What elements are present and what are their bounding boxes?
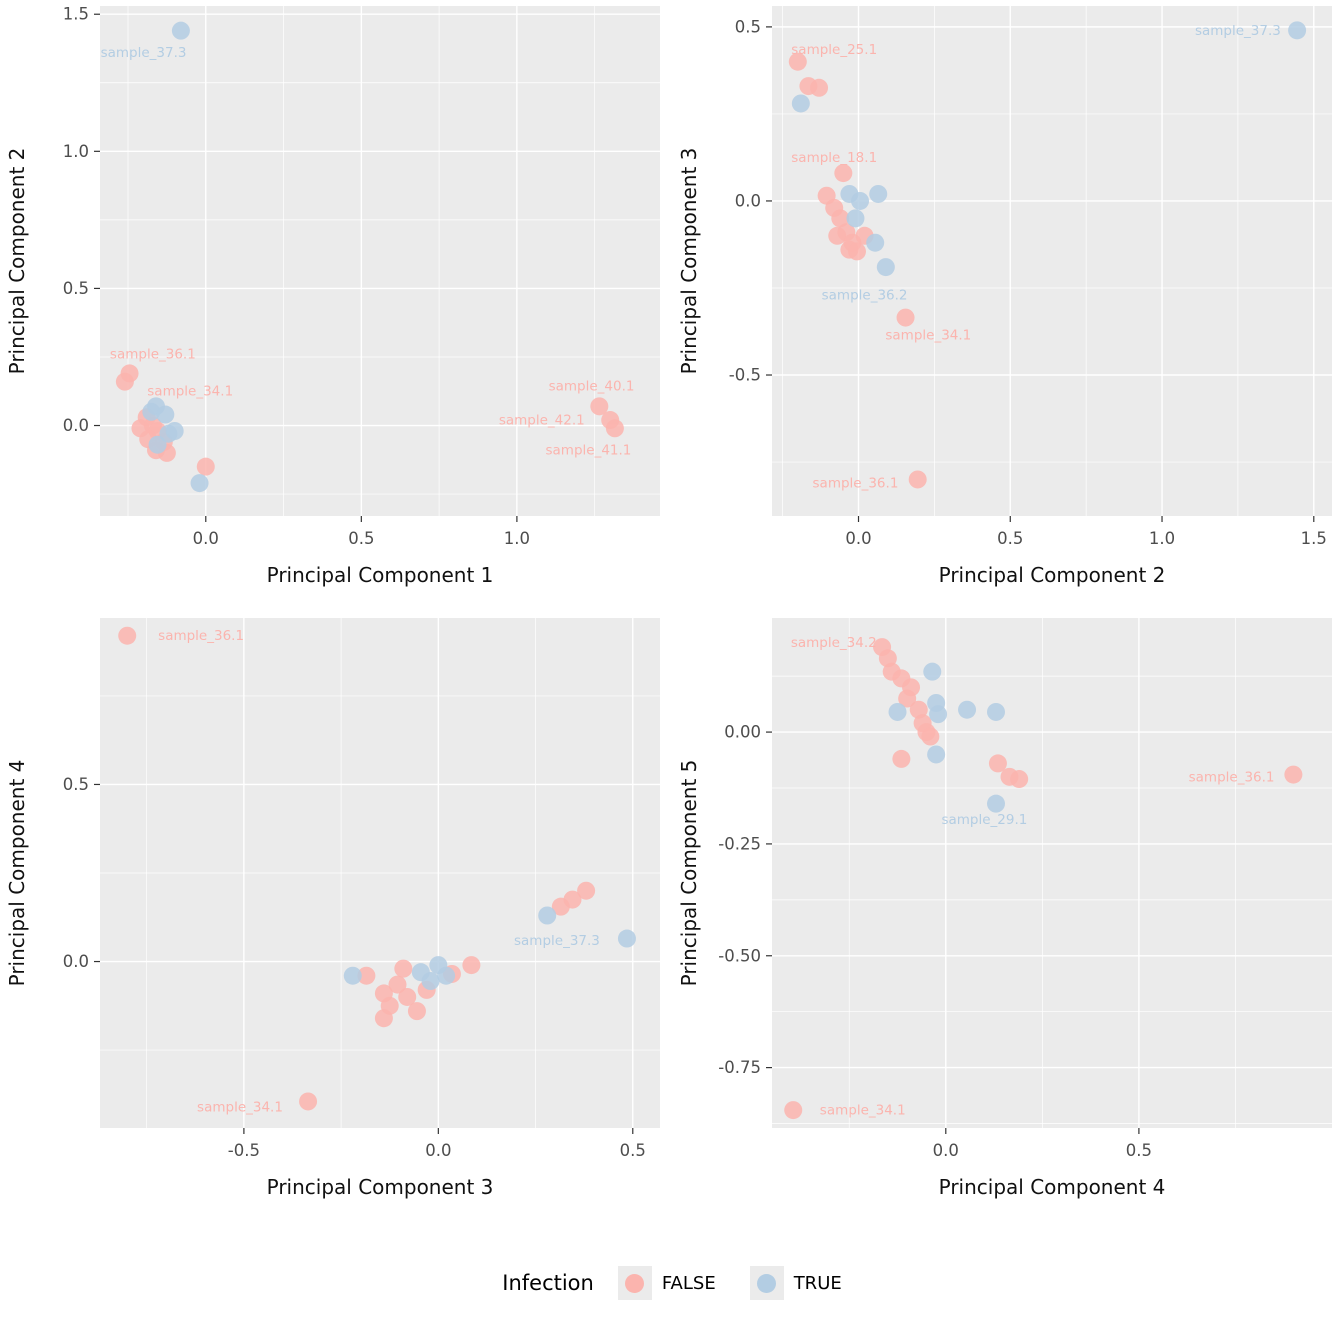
legend-key-false <box>617 1266 652 1300</box>
svg-text:sample_34.1: sample_34.1 <box>147 384 233 400</box>
pca-panel-pc1-pc2: 0.0 0.5 1.0 0.0 0.5 1.0 1.5 sample_37.3 sample_3… <box>5 5 660 587</box>
legend: Infection FALSE TRUE <box>0 1224 1344 1342</box>
svg-text:-0.75: -0.75 <box>718 1058 761 1077</box>
svg-text:0.0: 0.0 <box>193 529 219 548</box>
legend-title: Infection <box>502 1271 594 1295</box>
legend-label-true: TRUE <box>793 1272 842 1294</box>
svg-text:0.5: 0.5 <box>348 529 374 548</box>
pca-panel-pc2-pc3: 0.0 0.5 1.0 1.5 -0.5 0.0 0.5 sample_25.1 sample_… <box>677 6 1332 587</box>
pca-panel-pc3-pc4: -0.5 0.0 0.5 0.0 0.5 sample_36.1 sample_34.1 sa… <box>5 618 660 1199</box>
svg-text:sample_36.1: sample_36.1 <box>813 475 899 491</box>
svg-text:0.5: 0.5 <box>735 17 761 36</box>
svg-text:1.0: 1.0 <box>1149 529 1175 548</box>
svg-text:Principal Component 4: Principal Component 4 <box>939 1175 1166 1199</box>
svg-text:-0.5: -0.5 <box>228 1141 260 1160</box>
svg-text:sample_34.1: sample_34.1 <box>820 1103 906 1119</box>
svg-text:sample_34.1: sample_34.1 <box>197 1099 283 1115</box>
svg-text:Principal Component 4: Principal Component 4 <box>5 760 29 987</box>
legend-item-false: FALSE <box>617 1266 716 1300</box>
true-dot-icon <box>757 1273 777 1293</box>
svg-text:sample_37.3: sample_37.3 <box>1195 23 1281 39</box>
svg-text:0.0: 0.0 <box>735 191 761 210</box>
legend-label-false: FALSE <box>661 1272 716 1294</box>
false-dot-icon <box>625 1273 645 1293</box>
svg-text:sample_34.2: sample_34.2 <box>791 635 877 651</box>
svg-text:sample_36.1: sample_36.1 <box>1189 769 1275 785</box>
svg-text:sample_41.1: sample_41.1 <box>545 443 631 459</box>
svg-text:sample_18.1: sample_18.1 <box>791 150 877 166</box>
svg-text:0.5: 0.5 <box>997 529 1023 548</box>
svg-text:sample_25.1: sample_25.1 <box>791 42 877 58</box>
svg-text:Principal Component 1: Principal Component 1 <box>267 563 494 587</box>
svg-text:sample_37.3: sample_37.3 <box>101 45 187 61</box>
svg-text:0.0: 0.0 <box>63 952 89 971</box>
svg-text:sample_36.1: sample_36.1 <box>110 347 196 363</box>
svg-text:sample_40.1: sample_40.1 <box>549 378 635 394</box>
svg-text:Principal Component 3: Principal Component 3 <box>677 148 701 375</box>
svg-text:1.0: 1.0 <box>504 529 530 548</box>
svg-text:sample_36.2: sample_36.2 <box>822 287 908 303</box>
svg-text:Principal Component 5: Principal Component 5 <box>677 760 701 987</box>
svg-text:1.0: 1.0 <box>63 142 89 161</box>
svg-text:-0.50: -0.50 <box>718 946 761 965</box>
svg-text:sample_29.1: sample_29.1 <box>941 812 1027 828</box>
svg-text:1.5: 1.5 <box>63 5 89 24</box>
svg-text:0.0: 0.0 <box>425 1141 451 1160</box>
svg-text:sample_34.1: sample_34.1 <box>885 327 971 343</box>
svg-text:0.0: 0.0 <box>63 416 89 435</box>
svg-text:0.5: 0.5 <box>63 775 89 794</box>
svg-text:Principal Component 2: Principal Component 2 <box>939 563 1166 587</box>
svg-text:0.5: 0.5 <box>63 279 89 298</box>
svg-text:0.0: 0.0 <box>933 1141 959 1160</box>
svg-text:Principal Component 3: Principal Component 3 <box>267 1175 494 1199</box>
svg-text:Principal Component 2: Principal Component 2 <box>5 148 29 375</box>
svg-text:-0.25: -0.25 <box>718 834 761 853</box>
svg-text:sample_37.3: sample_37.3 <box>514 933 600 949</box>
svg-text:1.5: 1.5 <box>1301 529 1327 548</box>
svg-text:0.5: 0.5 <box>1126 1141 1152 1160</box>
legend-key-true <box>749 1266 784 1300</box>
svg-text:0.5: 0.5 <box>620 1141 646 1160</box>
svg-text:0.0: 0.0 <box>845 529 871 548</box>
svg-text:sample_36.1: sample_36.1 <box>158 628 244 644</box>
panels-grid: 0.0 0.5 1.0 0.0 0.5 1.0 1.5 sample_37.3 sample_3… <box>5 5 1332 1199</box>
svg-text:-0.5: -0.5 <box>729 366 761 385</box>
svg-text:0.00: 0.00 <box>724 723 761 742</box>
svg-text:sample_42.1: sample_42.1 <box>499 413 585 429</box>
pca-panel-pc4-pc5: 0.0 0.5 -0.75 -0.50 -0.25 0.00 sample_34.2samp… <box>677 618 1332 1199</box>
legend-item-true: TRUE <box>749 1266 842 1300</box>
